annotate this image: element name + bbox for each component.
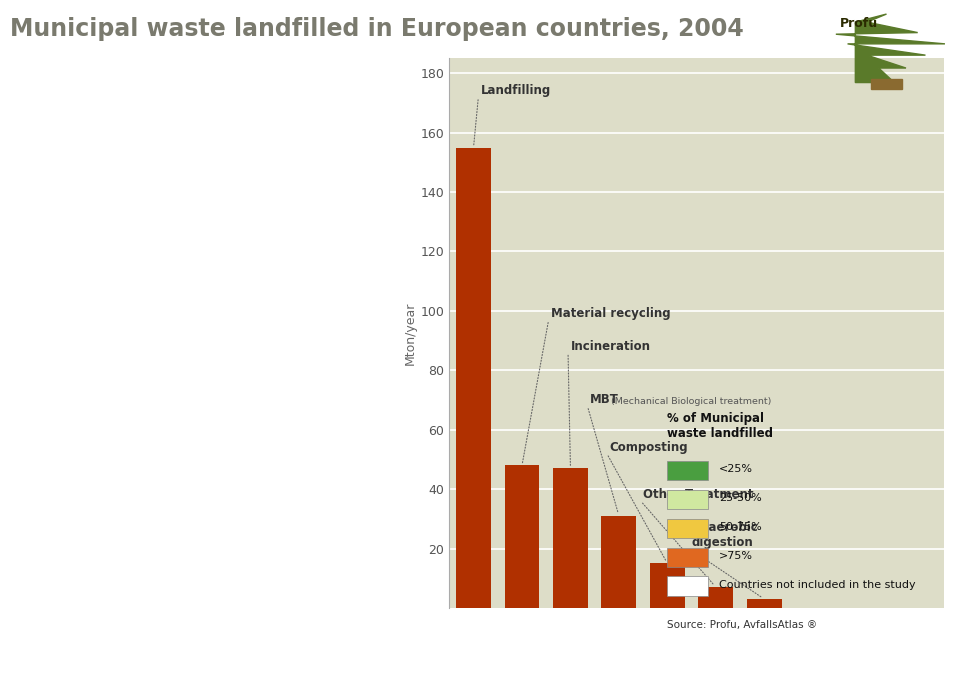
Text: Anaerobic
digestion: Anaerobic digestion: [691, 521, 758, 549]
Text: <25%: <25%: [719, 464, 753, 475]
Text: Profu: Profu: [840, 17, 878, 30]
Bar: [553, 469, 588, 608]
Y-axis label: Mton/year: Mton/year: [403, 302, 417, 365]
Text: 25-50%: 25-50%: [719, 493, 762, 504]
Bar: [602, 516, 636, 608]
Bar: [699, 587, 733, 608]
Text: Source: Profu, AvfallsAtlas ®: Source: Profu, AvfallsAtlas ®: [667, 620, 817, 631]
Text: >75%: >75%: [719, 551, 753, 561]
Polygon shape: [836, 14, 945, 82]
Bar: [747, 599, 781, 608]
Text: Composting: Composting: [610, 440, 688, 453]
Text: MBT: MBT: [589, 393, 618, 406]
Polygon shape: [871, 78, 902, 89]
Bar: [650, 563, 684, 608]
Text: Countries not included in the study: Countries not included in the study: [719, 580, 916, 590]
Text: Incineration: Incineration: [570, 339, 651, 352]
Text: % of Municipal
waste landfilled: % of Municipal waste landfilled: [667, 412, 773, 440]
Text: 50-75%: 50-75%: [719, 522, 762, 532]
Bar: [505, 465, 540, 608]
Text: Material recycling: Material recycling: [551, 307, 671, 320]
Text: Landfilling: Landfilling: [481, 84, 551, 97]
Text: Other Treatment: Other Treatment: [643, 488, 754, 501]
Bar: [456, 148, 491, 608]
Text: (Mechanical Biological treatment): (Mechanical Biological treatment): [609, 397, 772, 406]
Text: Municipal waste landfilled in European countries, 2004: Municipal waste landfilled in European c…: [10, 17, 743, 41]
